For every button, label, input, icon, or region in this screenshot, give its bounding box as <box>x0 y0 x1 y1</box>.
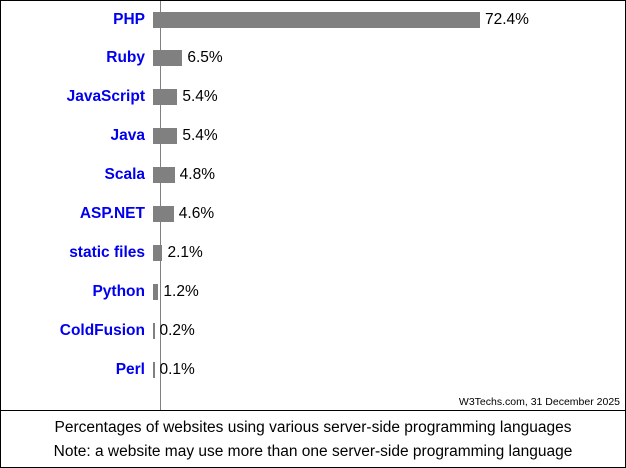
footer-note: Note: a website may use more than one se… <box>53 443 573 460</box>
bar-track: 6.5% <box>153 39 625 77</box>
bar-row[interactable]: Perl 0.1% <box>1 351 625 389</box>
bar-row[interactable]: Java 5.4% <box>1 117 625 155</box>
bar-track: 1.2% <box>153 273 625 311</box>
bar-value-label: 4.6% <box>178 205 215 222</box>
bar-track: 72.4% <box>153 1 625 39</box>
bar-track: 2.1% <box>153 234 625 272</box>
bar-row[interactable]: Ruby 6.5% <box>1 39 625 77</box>
bar-track: 4.6% <box>153 195 625 233</box>
bar-row[interactable]: PHP 72.4% <box>1 1 625 39</box>
bar-value-label: 5.4% <box>182 88 218 105</box>
bar-value-label: 6.5% <box>187 49 223 66</box>
bar-row[interactable]: ASP.NET 4.6% <box>1 195 625 233</box>
bar-track: 5.4% <box>153 117 625 155</box>
bar-track: 0.1% <box>153 351 625 389</box>
bar-track: 5.4% <box>153 78 625 116</box>
bar-row[interactable]: ColdFusion 0.2% <box>1 312 625 350</box>
bar-category-label[interactable]: Ruby <box>106 49 145 66</box>
bar-category-label[interactable]: Perl <box>115 361 145 378</box>
bar-fill <box>153 362 155 378</box>
bar-category-label[interactable]: static files <box>69 244 145 261</box>
bar-fill <box>153 167 175 183</box>
bar-chart: PHP 72.4% Ruby 6.5% JavaScript 5.4% Java <box>1 1 625 411</box>
bar-row[interactable]: Scala 4.8% <box>1 156 625 194</box>
bar-fill <box>153 206 174 222</box>
vertical-axis-line <box>160 1 161 410</box>
bar-category-label[interactable]: Java <box>110 127 145 144</box>
bar-value-label: 72.4% <box>485 11 529 28</box>
bar-value-label: 2.1% <box>167 244 203 261</box>
bar-category-label[interactable]: Scala <box>104 166 145 183</box>
bar-fill <box>153 12 480 28</box>
bar-category-label[interactable]: JavaScript <box>66 88 145 105</box>
bar-track: 4.8% <box>153 156 625 194</box>
bar-fill <box>153 284 159 300</box>
bar-value-label: 5.4% <box>182 127 218 144</box>
bar-track: 0.2% <box>153 312 625 350</box>
bar-fill <box>153 50 183 66</box>
bar-category-label[interactable]: ASP.NET <box>79 205 145 222</box>
bar-value-label: 4.8% <box>179 166 216 183</box>
bar-row[interactable]: JavaScript 5.4% <box>1 78 625 116</box>
bar-fill <box>153 323 155 339</box>
bar-category-label[interactable]: ColdFusion <box>59 322 145 339</box>
attribution-text: W3Techs.com, 31 December 2025 <box>458 396 620 408</box>
bar-value-label: 1.2% <box>163 283 199 300</box>
footer-description: Percentages of websites using various se… <box>54 419 572 436</box>
chart-footer: Percentages of websites using various se… <box>1 411 625 467</box>
bar-value-label: 0.2% <box>159 322 195 339</box>
bar-value-label: 0.1% <box>159 361 195 378</box>
bar-category-label[interactable]: Python <box>92 283 145 300</box>
bar-row[interactable]: static files 2.1% <box>1 234 625 272</box>
bar-category-label[interactable]: PHP <box>113 11 145 28</box>
bar-fill <box>153 245 163 261</box>
bar-row[interactable]: Python 1.2% <box>1 273 625 311</box>
bar-fill <box>153 128 178 144</box>
bar-fill <box>153 89 178 105</box>
